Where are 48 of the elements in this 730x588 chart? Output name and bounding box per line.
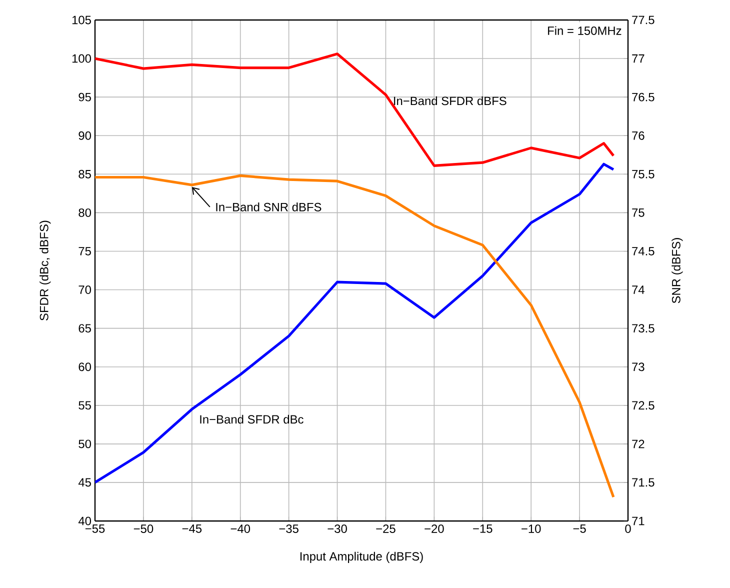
y-tick-label: 60 <box>78 362 92 372</box>
x-tick-label: −40 <box>230 524 250 533</box>
y-axis-title: SFDR (dBc, dBFS) <box>40 220 51 320</box>
series-label: In−Band SFDR dBFS <box>394 96 506 106</box>
y-tick-label: 100 <box>72 54 92 63</box>
y-tick-label: 85 <box>78 170 91 178</box>
y2-tick-label: 75.5 <box>632 170 654 178</box>
series-label: In−Band SNR dBFS <box>216 202 322 212</box>
x-tick-label: −10 <box>522 524 541 533</box>
y-tick-label: 95 <box>78 92 91 102</box>
x-tick-label: −30 <box>328 524 347 533</box>
x-tick-label: −35 <box>279 524 298 533</box>
y-tick-label: 45 <box>78 478 91 487</box>
y2-tick-label: 77.5 <box>632 16 654 24</box>
x-tick-label: −20 <box>424 524 444 533</box>
y-tick-label: 40 <box>78 516 92 526</box>
y2-tick-label: 77 <box>632 54 644 63</box>
x-tick-label: −5 <box>573 524 586 533</box>
x-tick-label: −55 <box>85 524 105 533</box>
y2-tick-label: 74 <box>632 286 644 294</box>
y-tick-label: 55 <box>78 401 91 410</box>
y-tick-label: 90 <box>78 131 92 140</box>
x-tick-label: −15 <box>473 524 492 533</box>
y-tick-label: 105 <box>72 16 91 24</box>
y2-tick-label: 75 <box>632 208 644 217</box>
line-series <box>95 52 615 167</box>
y2-tick-label: 76.5 <box>632 92 654 102</box>
y2-tick-label: 71 <box>632 516 644 526</box>
y-tick-label: 50 <box>78 440 92 448</box>
x-tick-label: −50 <box>134 524 154 533</box>
y-tick-label: 75 <box>78 247 91 256</box>
y2-tick-label: 71.5 <box>632 478 654 487</box>
y-tick-label: 70 <box>78 286 92 294</box>
y2-axis-title: SNR (dBFS) <box>672 238 683 304</box>
series-label: In−Band SFDR dBc <box>200 414 304 424</box>
y2-tick-label: 74.5 <box>632 247 654 256</box>
y2-tick-label: 73 <box>632 362 644 372</box>
y2-tick-label: 76 <box>632 131 644 140</box>
y2-tick-label: 72 <box>632 440 644 448</box>
y2-tick-label: 72.5 <box>632 401 654 410</box>
annotation: Fin = 150MHz <box>548 26 622 35</box>
x-tick-label: −45 <box>182 524 202 533</box>
y2-tick-label: 73.5 <box>632 324 654 333</box>
y-tick-label: 80 <box>78 208 92 217</box>
y-tick-label: 65 <box>78 324 91 333</box>
x-axis-title: Input Amplitude (dBFS) <box>300 552 423 563</box>
x-tick-label: 0 <box>625 524 631 533</box>
x-tick-label: −25 <box>376 524 396 533</box>
